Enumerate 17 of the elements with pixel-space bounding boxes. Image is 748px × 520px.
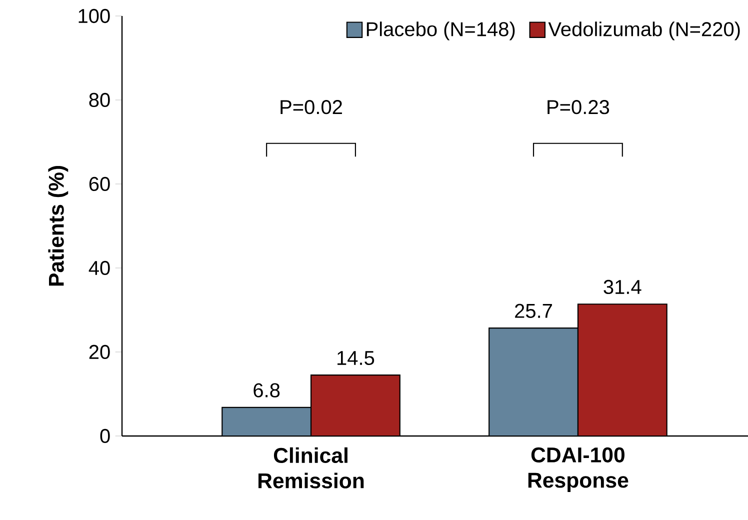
x-tick-label: CDAI-100 Response (528, 447, 628, 492)
legend-label: Placebo (N=148) (366, 22, 515, 40)
legend-label: Vedolizumab (N=220) (548, 22, 740, 40)
y-tick-label: 20 (89, 344, 110, 360)
annotation: P=0.23 (548, 100, 610, 114)
data-label: 31.4 (604, 280, 642, 294)
data-label: 25.7 (515, 304, 552, 318)
data-label: 6.8 (254, 383, 280, 398)
y-axis-title: Patients (%) (48, 166, 68, 286)
y-tick-label: 60 (89, 176, 110, 192)
data-label: 14.5 (338, 351, 374, 366)
x-tick-label: Clinical Remission (258, 447, 364, 488)
y-tick-label: 80 (89, 92, 110, 108)
y-tick-label: 100 (78, 8, 110, 24)
annotation: P=0.02 (280, 100, 342, 114)
y-tick-label: 0 (100, 428, 110, 444)
y-tick-label: 40 (88, 260, 110, 276)
